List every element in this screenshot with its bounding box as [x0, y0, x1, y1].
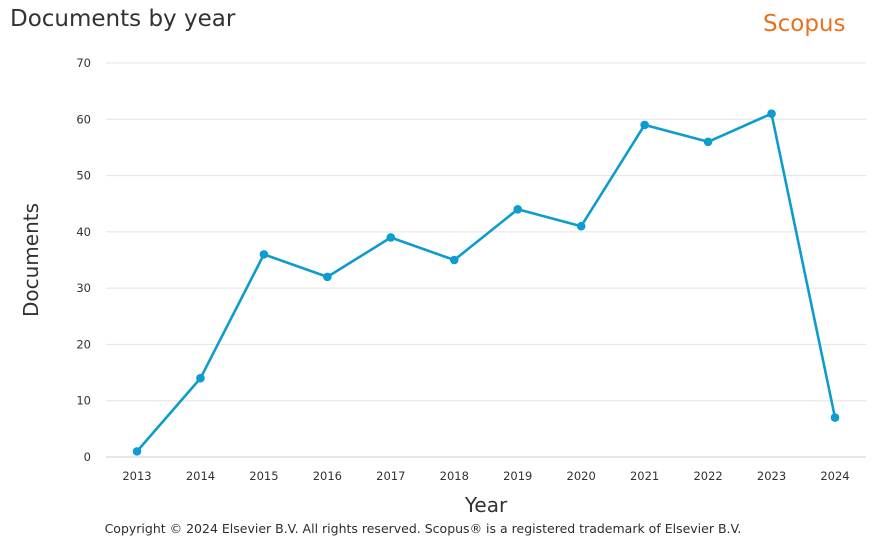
series-line-0 — [135, 112, 837, 453]
y-tick-label-40: 40 — [76, 225, 91, 239]
data-point-2015 — [259, 250, 269, 259]
x-tick-label-2023: 2023 — [757, 469, 786, 483]
x-tick-label-2022: 2022 — [693, 469, 722, 483]
scopus-logo[interactable]: Scopus — [763, 11, 846, 37]
x-tick-label-2020: 2020 — [567, 469, 596, 483]
x-axis-title: Year — [464, 493, 508, 517]
data-point-2019 — [513, 205, 523, 214]
y-tick-label-60: 60 — [76, 112, 91, 126]
x-tick-label-2017: 2017 — [376, 469, 405, 483]
x-tick-label-2019: 2019 — [503, 469, 532, 483]
x-tick-label-2016: 2016 — [313, 469, 342, 483]
copyright-notice: Copyright © 2024 Elsevier B.V. All right… — [104, 521, 742, 536]
y-tick-label-0: 0 — [84, 450, 91, 464]
y-tick-label-20: 20 — [76, 337, 91, 351]
y-tick-label-70: 70 — [76, 56, 91, 70]
x-tick-label-2024: 2024 — [820, 469, 849, 483]
data-points — [132, 109, 840, 456]
series-lines — [135, 112, 837, 453]
data-point-2013 — [132, 447, 142, 456]
x-tick-label-2021: 2021 — [630, 469, 659, 483]
data-point-2017 — [386, 233, 396, 242]
data-point-2022 — [703, 137, 713, 147]
data-point-2014 — [196, 373, 205, 383]
y-tick-label-10: 10 — [76, 394, 91, 408]
y-tick-label-30: 30 — [76, 281, 91, 295]
data-point-2018 — [449, 255, 459, 265]
data-point-2023 — [767, 109, 776, 118]
y-tick-labels: 0 10 20 30 40 50 60 70 — [76, 56, 91, 464]
data-point-2024 — [830, 413, 840, 422]
data-point-2020 — [576, 221, 586, 231]
y-axis-title: Documents — [19, 203, 43, 317]
x-tick-label-2014: 2014 — [186, 469, 215, 483]
data-point-2021 — [640, 120, 649, 130]
y-tick-label-50: 50 — [76, 169, 91, 183]
gridlines — [106, 62, 866, 458]
x-tick-label-2015: 2015 — [249, 469, 278, 483]
x-tick-labels: 2013 2014 2015 2016 2017 2018 2019 2020 2021 2022… — [122, 469, 849, 483]
chart-title: Documents by year — [10, 6, 236, 32]
x-tick-label-2018: 2018 — [440, 469, 469, 483]
x-tick-label-2013: 2013 — [122, 469, 151, 483]
data-point-2016 — [323, 272, 332, 282]
